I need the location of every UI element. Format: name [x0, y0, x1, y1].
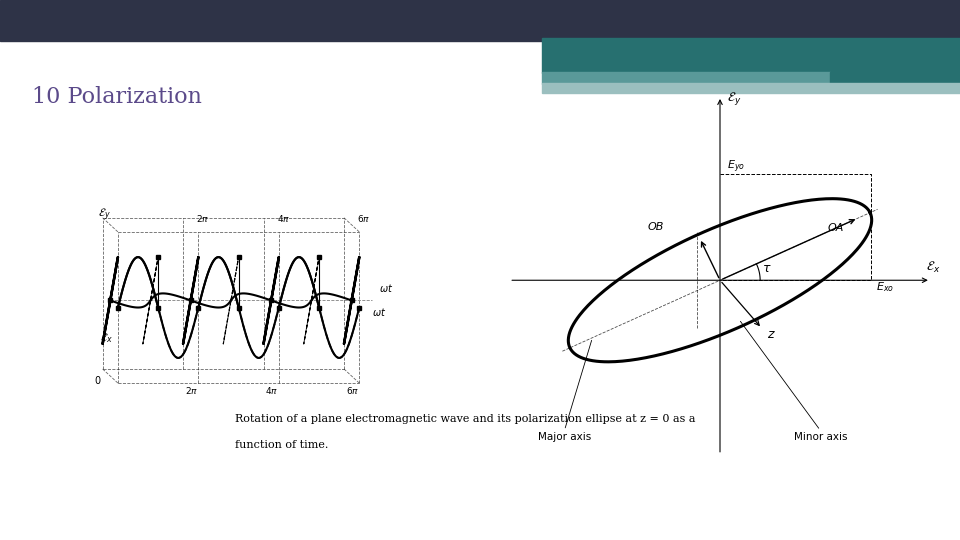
Text: $\omega t$: $\omega t$	[372, 306, 386, 318]
Text: $\mathcal{E}_x$: $\mathcal{E}_x$	[925, 260, 940, 275]
Text: $4\pi$: $4\pi$	[276, 213, 290, 224]
Text: OB: OB	[648, 222, 664, 232]
Bar	[830, 72, 960, 84]
Bar	[0, 0, 960, 40]
Text: $4\pi$: $4\pi$	[265, 384, 278, 396]
Text: Minor axis: Minor axis	[794, 432, 847, 442]
Text: $\mathcal{E}_x$: $\mathcal{E}_x$	[100, 331, 112, 345]
Text: function of time.: function of time.	[235, 440, 328, 450]
Text: $\mathcal{E}_y$: $\mathcal{E}_y$	[98, 206, 110, 222]
Bar	[542, 38, 960, 73]
Text: Rotation of a plane electromagnetic wave and its polarization ellipse at z = 0 a: Rotation of a plane electromagnetic wave…	[235, 414, 696, 424]
Text: $6\pi$: $6\pi$	[357, 213, 371, 224]
Bar	[542, 83, 960, 93]
Text: $E_{xo}$: $E_{xo}$	[876, 280, 894, 294]
Text: $6\pi$: $6\pi$	[346, 384, 359, 396]
Text: $\tau$: $\tau$	[762, 261, 772, 274]
Text: $E_{yo}$: $E_{yo}$	[727, 158, 745, 174]
Text: 10 Polarization: 10 Polarization	[32, 86, 202, 109]
Bar	[542, 72, 830, 84]
Text: $\omega t$: $\omega t$	[379, 282, 394, 294]
Text: $2\pi$: $2\pi$	[197, 213, 209, 224]
Text: $2\pi$: $2\pi$	[184, 384, 198, 396]
Text: $\mathcal{E}_y$: $\mathcal{E}_y$	[727, 90, 741, 107]
Text: Major axis: Major axis	[538, 432, 591, 442]
Text: z: z	[767, 328, 774, 341]
Text: OA: OA	[828, 224, 844, 233]
Text: 0: 0	[95, 376, 101, 386]
